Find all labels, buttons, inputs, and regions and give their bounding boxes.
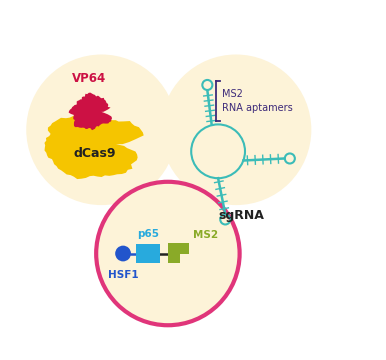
Circle shape (115, 246, 131, 261)
Circle shape (161, 54, 312, 205)
Text: VP64: VP64 (72, 72, 106, 85)
Polygon shape (69, 93, 112, 130)
Circle shape (26, 54, 177, 205)
Circle shape (96, 182, 240, 325)
Text: MS2: MS2 (222, 89, 242, 99)
Text: sgRNA: sgRNA (218, 209, 264, 222)
Text: dCas9: dCas9 (73, 147, 116, 159)
PathPatch shape (168, 243, 189, 263)
Text: HSF1: HSF1 (108, 270, 139, 280)
Text: p65: p65 (137, 229, 159, 239)
Text: RNA aptamers: RNA aptamers (222, 103, 293, 113)
Text: MS2: MS2 (193, 230, 218, 240)
FancyBboxPatch shape (136, 244, 160, 263)
Polygon shape (44, 112, 144, 179)
